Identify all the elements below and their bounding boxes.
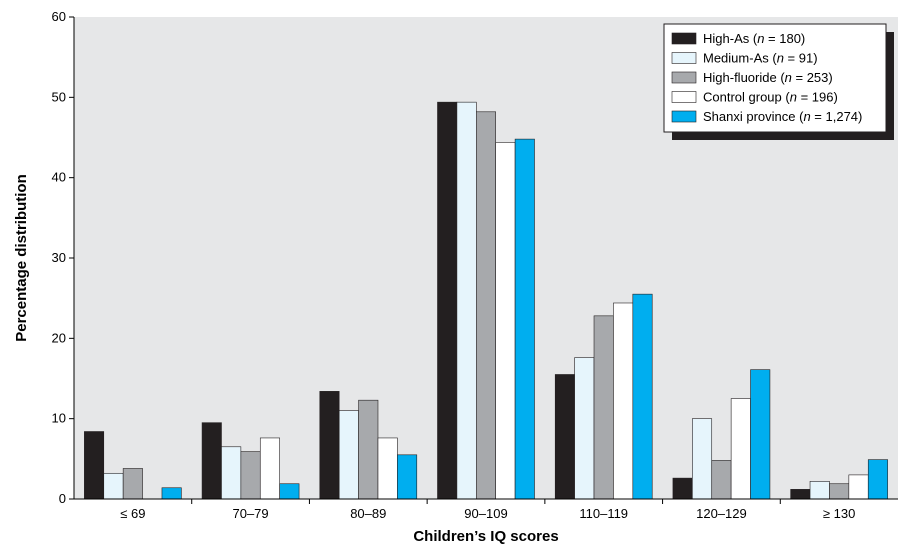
y-tick-label: 20 xyxy=(52,330,66,345)
y-tick-label: 40 xyxy=(52,170,66,185)
legend-swatch xyxy=(671,91,697,103)
y-tick-label: 50 xyxy=(52,89,66,104)
legend-item-label: High-As (n = 180) xyxy=(703,31,805,46)
bar xyxy=(397,454,418,500)
bar xyxy=(279,483,300,500)
x-axis-title: Children’s IQ scores xyxy=(413,528,558,545)
y-tick-label: 0 xyxy=(59,491,66,506)
bar xyxy=(437,101,458,500)
bar xyxy=(867,459,888,500)
bar xyxy=(259,437,280,500)
x-tick-label: 110–119 xyxy=(579,506,628,521)
legend-item-label: Medium-As (n = 91) xyxy=(703,51,818,66)
x-tick-label: 90–109 xyxy=(464,506,507,521)
bar xyxy=(495,142,516,500)
bar xyxy=(672,477,693,500)
bar xyxy=(161,487,182,500)
bar xyxy=(122,468,143,500)
legend-item-label: Control group (n = 196) xyxy=(703,90,838,105)
bar xyxy=(514,138,535,500)
bar xyxy=(456,101,477,500)
bar xyxy=(829,483,850,500)
x-tick-label: ≥ 130 xyxy=(823,506,855,521)
bar xyxy=(848,474,869,500)
bar xyxy=(221,446,242,500)
legend-item-label: Shanxi province (n = 1,274) xyxy=(703,109,862,124)
legend: High-As (n = 180) Medium-As (n = 91) High-… xyxy=(663,23,894,140)
y-tick-label: 30 xyxy=(52,250,66,265)
x-tick-label: 80–89 xyxy=(350,506,386,521)
bar xyxy=(84,431,105,500)
legend-item-label: High-fluoride (n = 253) xyxy=(703,70,833,85)
bar xyxy=(319,391,340,500)
legend-swatch xyxy=(671,110,697,123)
bar xyxy=(240,451,261,500)
y-tick-label: 10 xyxy=(52,411,66,426)
x-axis-ticks: ≤ 69 70–79 80–89 90–109 110–119 120–129 ≥ 130 xyxy=(120,499,855,521)
x-tick-label: ≤ 69 xyxy=(120,506,145,521)
bar xyxy=(201,422,222,500)
legend-box xyxy=(663,23,887,133)
y-axis-ticks: 0 10 20 30 40 50 60 xyxy=(52,9,74,506)
bar xyxy=(377,437,398,500)
bar xyxy=(692,418,713,500)
bar xyxy=(750,369,771,500)
bar xyxy=(338,410,359,500)
legend-swatch xyxy=(671,32,697,45)
legend-swatch xyxy=(671,52,697,64)
bar xyxy=(730,398,751,500)
y-tick-label: 60 xyxy=(52,9,66,24)
x-tick-label: 70–79 xyxy=(232,506,268,521)
y-axis-title: Percentage distribution xyxy=(13,174,30,342)
bar xyxy=(613,302,634,500)
bar xyxy=(809,481,830,500)
bars-group xyxy=(84,101,888,500)
x-tick-label: 120–129 xyxy=(696,506,747,521)
bar xyxy=(711,460,732,500)
bar xyxy=(632,293,653,500)
bar xyxy=(593,315,614,500)
bar xyxy=(475,111,496,500)
bar xyxy=(103,472,124,500)
bar xyxy=(574,357,595,500)
bar xyxy=(554,374,575,500)
bar xyxy=(790,489,811,500)
bar xyxy=(358,399,379,500)
legend-swatch xyxy=(671,71,697,84)
